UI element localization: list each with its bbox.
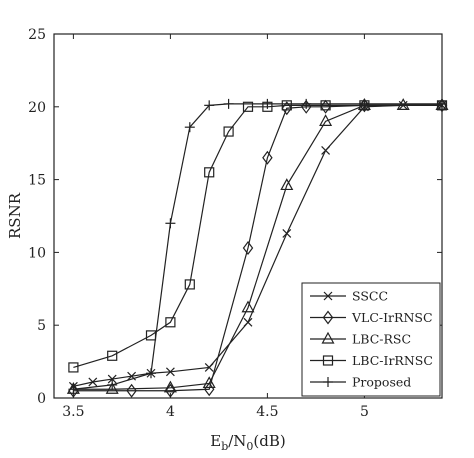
data-point (282, 229, 292, 238)
x-tick-label: 4 (166, 404, 175, 420)
data-point (242, 101, 254, 112)
data-point (280, 178, 294, 191)
data-point (184, 122, 195, 133)
data-point (163, 380, 177, 393)
data-point (281, 101, 293, 116)
x-tick-label: 4.5 (256, 404, 278, 420)
data-point (262, 98, 273, 109)
data-point (242, 241, 254, 256)
data-point (105, 382, 119, 394)
data-point (107, 350, 118, 361)
data-point (204, 167, 215, 178)
data-point (165, 367, 175, 377)
plot-frame (53, 33, 443, 399)
legend-marker (323, 377, 333, 387)
data-point (165, 317, 176, 328)
data-point (68, 362, 79, 373)
plot-area (66, 98, 449, 398)
x-tick-label: 3.5 (62, 404, 84, 420)
data-point (241, 300, 255, 313)
legend-item: LBC-IrRNSC (310, 353, 433, 368)
legend-label: LBC-IrRNSC (352, 353, 433, 368)
data-point (321, 146, 331, 155)
legend-marker (323, 291, 333, 301)
series-line (73, 104, 442, 392)
data-point (359, 98, 370, 109)
data-point (146, 368, 156, 379)
legend-item: VLC-IrRNSC (310, 310, 433, 325)
data-point (320, 100, 331, 111)
data-point (301, 98, 312, 109)
data-point (281, 100, 292, 111)
series-proposed (68, 98, 447, 395)
legend-label: VLC-IrRNSC (351, 310, 433, 325)
legend-item: LBC-RSC (310, 332, 411, 347)
legend-marker (322, 355, 334, 366)
data-point (204, 100, 215, 111)
data-point (223, 126, 234, 137)
legend: SSCC VLC-IrRNSC LBC-RSC LBC-IrRNSC Proposed (301, 282, 441, 397)
legend-item: SSCC (310, 289, 388, 304)
data-point (262, 150, 273, 165)
y-tick-label: 15 (28, 173, 46, 189)
data-point (107, 374, 117, 384)
series-line (73, 104, 442, 368)
legend-label: LBC-RSC (352, 332, 411, 347)
y-tick-label: 25 (28, 27, 46, 43)
y-tick-label: 0 (37, 391, 46, 407)
axis-ticks: 3.5 4 4.5 5 0 5 10 15 20 25 (28, 27, 442, 420)
legend-label: SSCC (352, 289, 388, 304)
data-point (107, 379, 118, 390)
y-axis-title: RSNR (6, 192, 24, 239)
data-point (88, 377, 98, 387)
data-point (202, 376, 216, 389)
x-axis-title: Eb/N0(dB) (210, 432, 286, 453)
data-point (243, 317, 253, 327)
x-tick-label: 5 (360, 404, 369, 420)
data-point (319, 114, 333, 126)
data-point (204, 362, 214, 372)
y-tick-label: 10 (28, 245, 46, 261)
data-point (165, 218, 176, 229)
legend-item: Proposed (310, 375, 411, 390)
data-point (184, 279, 195, 290)
legend-label: Proposed (352, 375, 411, 390)
data-point (223, 98, 234, 109)
legend-marker (322, 310, 334, 325)
data-point (68, 384, 79, 395)
y-tick-label: 5 (37, 318, 46, 334)
legend-marker (321, 331, 335, 344)
y-tick-label: 20 (28, 100, 46, 116)
